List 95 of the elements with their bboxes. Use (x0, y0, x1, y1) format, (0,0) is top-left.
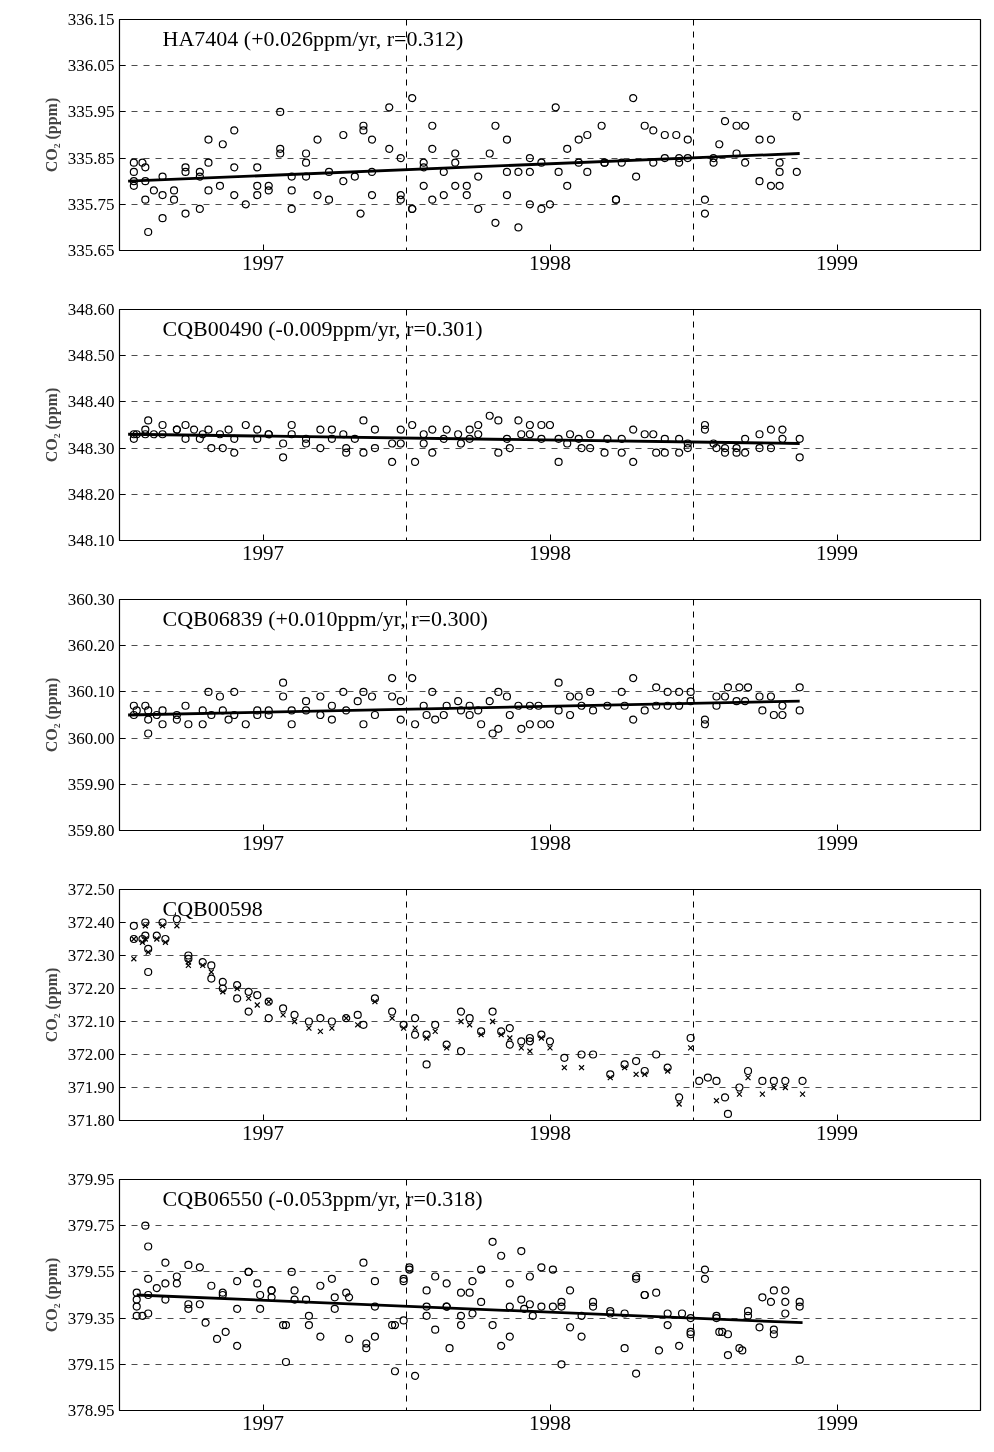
point (664, 1067, 671, 1075)
point (633, 1071, 640, 1078)
x-tick-label: 1999 (816, 540, 858, 565)
point (526, 1048, 533, 1055)
x-tick-label: 1998 (529, 830, 571, 855)
point (713, 1097, 720, 1104)
point (234, 985, 241, 992)
y-tick-label: 348.20 (67, 484, 115, 504)
y-tick-label: 335.95 (67, 102, 115, 122)
point (153, 935, 160, 943)
point (142, 922, 149, 929)
x-tick-label: 1998 (529, 540, 571, 565)
y-tick-label: 379.15 (67, 1354, 115, 1374)
point (354, 1021, 361, 1028)
y-tick-label: 372.00 (67, 1045, 115, 1064)
y-axis-title: CO₂ (ppm) (42, 967, 61, 1043)
point (744, 1074, 752, 1081)
y-tick-label: 335.65 (67, 241, 115, 260)
point (782, 1084, 789, 1091)
y-tick-label: 372.30 (67, 946, 115, 965)
x-tick-label: 1999 (816, 830, 858, 855)
y-tick-label: 372.20 (67, 979, 115, 998)
y-tick-label: 379.35 (67, 1308, 115, 1328)
y-tick-label: 378.95 (67, 1401, 115, 1420)
y-tick-label: 335.75 (67, 194, 115, 214)
y-axis-title: CO₂ (ppm) (42, 97, 61, 173)
y-tick-label: 360.00 (67, 728, 115, 748)
y-tick-label: 379.75 (67, 1216, 115, 1236)
point (478, 1031, 485, 1038)
x-tick-label: 1997 (242, 250, 284, 275)
point (162, 939, 169, 946)
point (142, 935, 149, 943)
point (423, 1034, 430, 1042)
y-tick-label: 348.50 (67, 346, 115, 366)
point (546, 1044, 554, 1051)
point (538, 1034, 545, 1042)
point (506, 1034, 513, 1042)
point (736, 1091, 743, 1098)
y-tick-label: 348.10 (67, 531, 115, 550)
point (208, 968, 215, 976)
point (498, 1031, 505, 1038)
y-tick-label: 348.40 (67, 392, 115, 412)
x-tick-label: 1999 (816, 1120, 858, 1145)
point (759, 1091, 766, 1098)
x-tick-label: 1999 (816, 1410, 858, 1435)
y-axis-title: CO₂ (ppm) (42, 387, 61, 463)
x-tick-label: 1997 (242, 830, 284, 855)
y-tick-label: 372.10 (67, 1012, 115, 1031)
y-tick-label: 336.15 (67, 10, 115, 29)
chart-title: CQB00598 (162, 896, 263, 922)
chart-title: CQB06839 (+0.010ppm/yr, r=0.300) (162, 606, 488, 632)
y-tick-label: 372.40 (67, 913, 115, 932)
y-tick-label: 335.85 (67, 148, 115, 168)
y-tick-label: 379.55 (67, 1262, 115, 1282)
point (254, 1001, 261, 1009)
point (466, 1021, 473, 1028)
point (199, 962, 206, 969)
x-tick-label: 1997 (242, 1120, 284, 1145)
x-tick-label: 1998 (529, 1120, 571, 1145)
point (518, 1044, 525, 1051)
y-axis-title: CO₂ (ppm) (42, 677, 61, 753)
y-tick-label: 360.30 (67, 590, 115, 609)
y-tick-label: 371.90 (67, 1078, 115, 1097)
y-tick-label: 379.95 (67, 1170, 115, 1189)
x-tick-label: 1999 (816, 250, 858, 275)
y-tick-label: 348.60 (67, 300, 115, 319)
point (130, 935, 137, 943)
point (687, 1044, 694, 1051)
y-tick-label: 348.30 (67, 438, 115, 458)
y-tick-label: 371.80 (67, 1111, 115, 1130)
y-tick-label: 359.80 (67, 821, 115, 840)
y-tick-label: 372.50 (67, 880, 115, 899)
y-tick-label: 359.90 (67, 774, 115, 794)
point (676, 1100, 683, 1108)
point (371, 998, 378, 1005)
point (578, 1064, 585, 1071)
chart-title: CQB06550 (-0.053ppm/yr, r=0.318) (162, 1186, 483, 1212)
x-tick-label: 1997 (242, 540, 284, 565)
point (159, 922, 166, 929)
point (457, 1018, 465, 1025)
x-tick-label: 1997 (242, 1410, 284, 1435)
x-tick-label: 1998 (529, 250, 571, 275)
point (799, 1091, 806, 1098)
point (173, 922, 180, 929)
point (770, 1084, 777, 1091)
point (443, 1044, 450, 1051)
x-tick-label: 1998 (529, 1410, 571, 1435)
point (400, 1025, 407, 1032)
chart-title: CQB00490 (-0.009ppm/yr, r=0.301) (162, 316, 483, 342)
y-axis-title: CO₂ (ppm) (42, 1257, 61, 1333)
chart-title: HA7404 (+0.026ppm/yr, r=0.312) (162, 26, 464, 52)
y-tick-label: 360.10 (67, 682, 115, 702)
y-tick-label: 360.20 (67, 636, 115, 656)
y-tick-label: 336.05 (67, 56, 115, 76)
point (607, 1074, 614, 1081)
